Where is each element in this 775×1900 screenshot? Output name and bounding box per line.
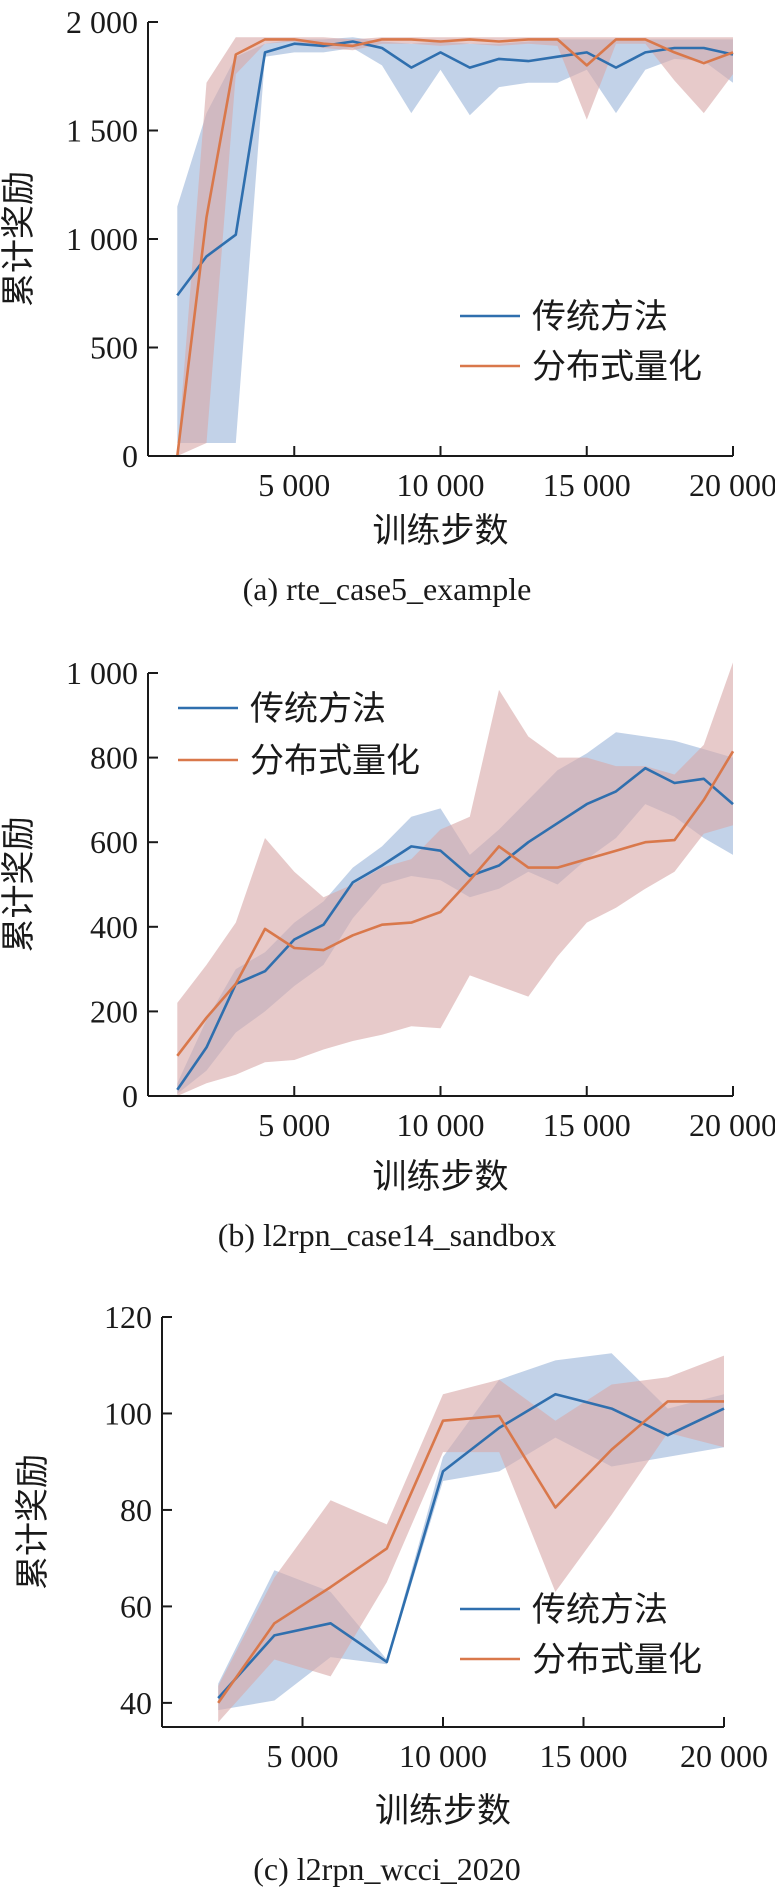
x-tick-label: 15 000 <box>543 1107 631 1143</box>
legend-label-traditional: 传统方法 <box>250 690 386 728</box>
y-tick-label: 600 <box>90 824 138 860</box>
y-tick-label: 0 <box>122 438 138 474</box>
panel-caption: (c) l2rpn_wcci_2020 <box>253 1851 520 1887</box>
x-tick-label: 5 000 <box>258 1107 330 1143</box>
x-tick-label: 10 000 <box>399 1738 487 1774</box>
y-tick-label: 200 <box>90 993 138 1029</box>
x-tick-label: 20 000 <box>680 1738 768 1774</box>
y-tick-label: 40 <box>120 1685 152 1721</box>
y-tick-label: 1 000 <box>66 655 138 691</box>
legend-label-traditional: 传统方法 <box>532 298 668 336</box>
y-tick-label: 1 000 <box>66 221 138 257</box>
y-tick-label: 1 500 <box>66 113 138 149</box>
y-tick-label: 500 <box>90 330 138 366</box>
legend-label-traditional: 传统方法 <box>532 1591 668 1629</box>
x-tick-label: 20 000 <box>689 1107 775 1143</box>
y-tick-label: 120 <box>104 1299 152 1335</box>
y-axis-title: 累计奖励 <box>14 1454 52 1590</box>
x-axis-title: 训练步数 <box>375 1792 511 1830</box>
panel-c: 5 000 10 000 15 000 20 000 40 60 80 100 120 训练步数 累… <box>14 1299 768 1887</box>
x-axis-title: 训练步数 <box>373 1158 509 1196</box>
x-tick-label: 5 000 <box>258 467 330 503</box>
y-axis-title: 累计奖励 <box>0 171 38 307</box>
y-tick-label: 80 <box>120 1492 152 1528</box>
y-tick-label: 0 <box>122 1078 138 1114</box>
panel-a: 5 000 10 000 15 000 20 000 0 500 1 000 1 500 2 0… <box>0 4 775 607</box>
x-tick-label: 15 000 <box>543 467 631 503</box>
x-tick-label: 5 000 <box>267 1738 339 1774</box>
y-tick-label: 60 <box>120 1588 152 1624</box>
y-tick-label: 800 <box>90 740 138 776</box>
y-tick-label: 100 <box>104 1395 152 1431</box>
legend-label-distributional: 分布式量化 <box>250 742 420 780</box>
legend-label-distributional: 分布式量化 <box>532 348 702 386</box>
panel-b: 5 000 10 000 15 000 20 000 0 200 400 600 800 1 00… <box>0 655 775 1253</box>
y-axis-title: 累计奖励 <box>0 817 38 953</box>
panel-caption: (a) rte_case5_example <box>243 571 532 607</box>
x-axis-title: 训练步数 <box>373 512 509 550</box>
x-tick-label: 15 000 <box>540 1738 628 1774</box>
legend-label-distributional: 分布式量化 <box>532 1641 702 1679</box>
x-tick-label: 20 000 <box>689 467 775 503</box>
panel-caption: (b) l2rpn_case14_sandbox <box>218 1217 557 1253</box>
x-tick-label: 10 000 <box>397 467 485 503</box>
x-tick-label: 10 000 <box>397 1107 485 1143</box>
y-tick-label: 2 000 <box>66 4 138 40</box>
y-tick-label: 400 <box>90 909 138 945</box>
